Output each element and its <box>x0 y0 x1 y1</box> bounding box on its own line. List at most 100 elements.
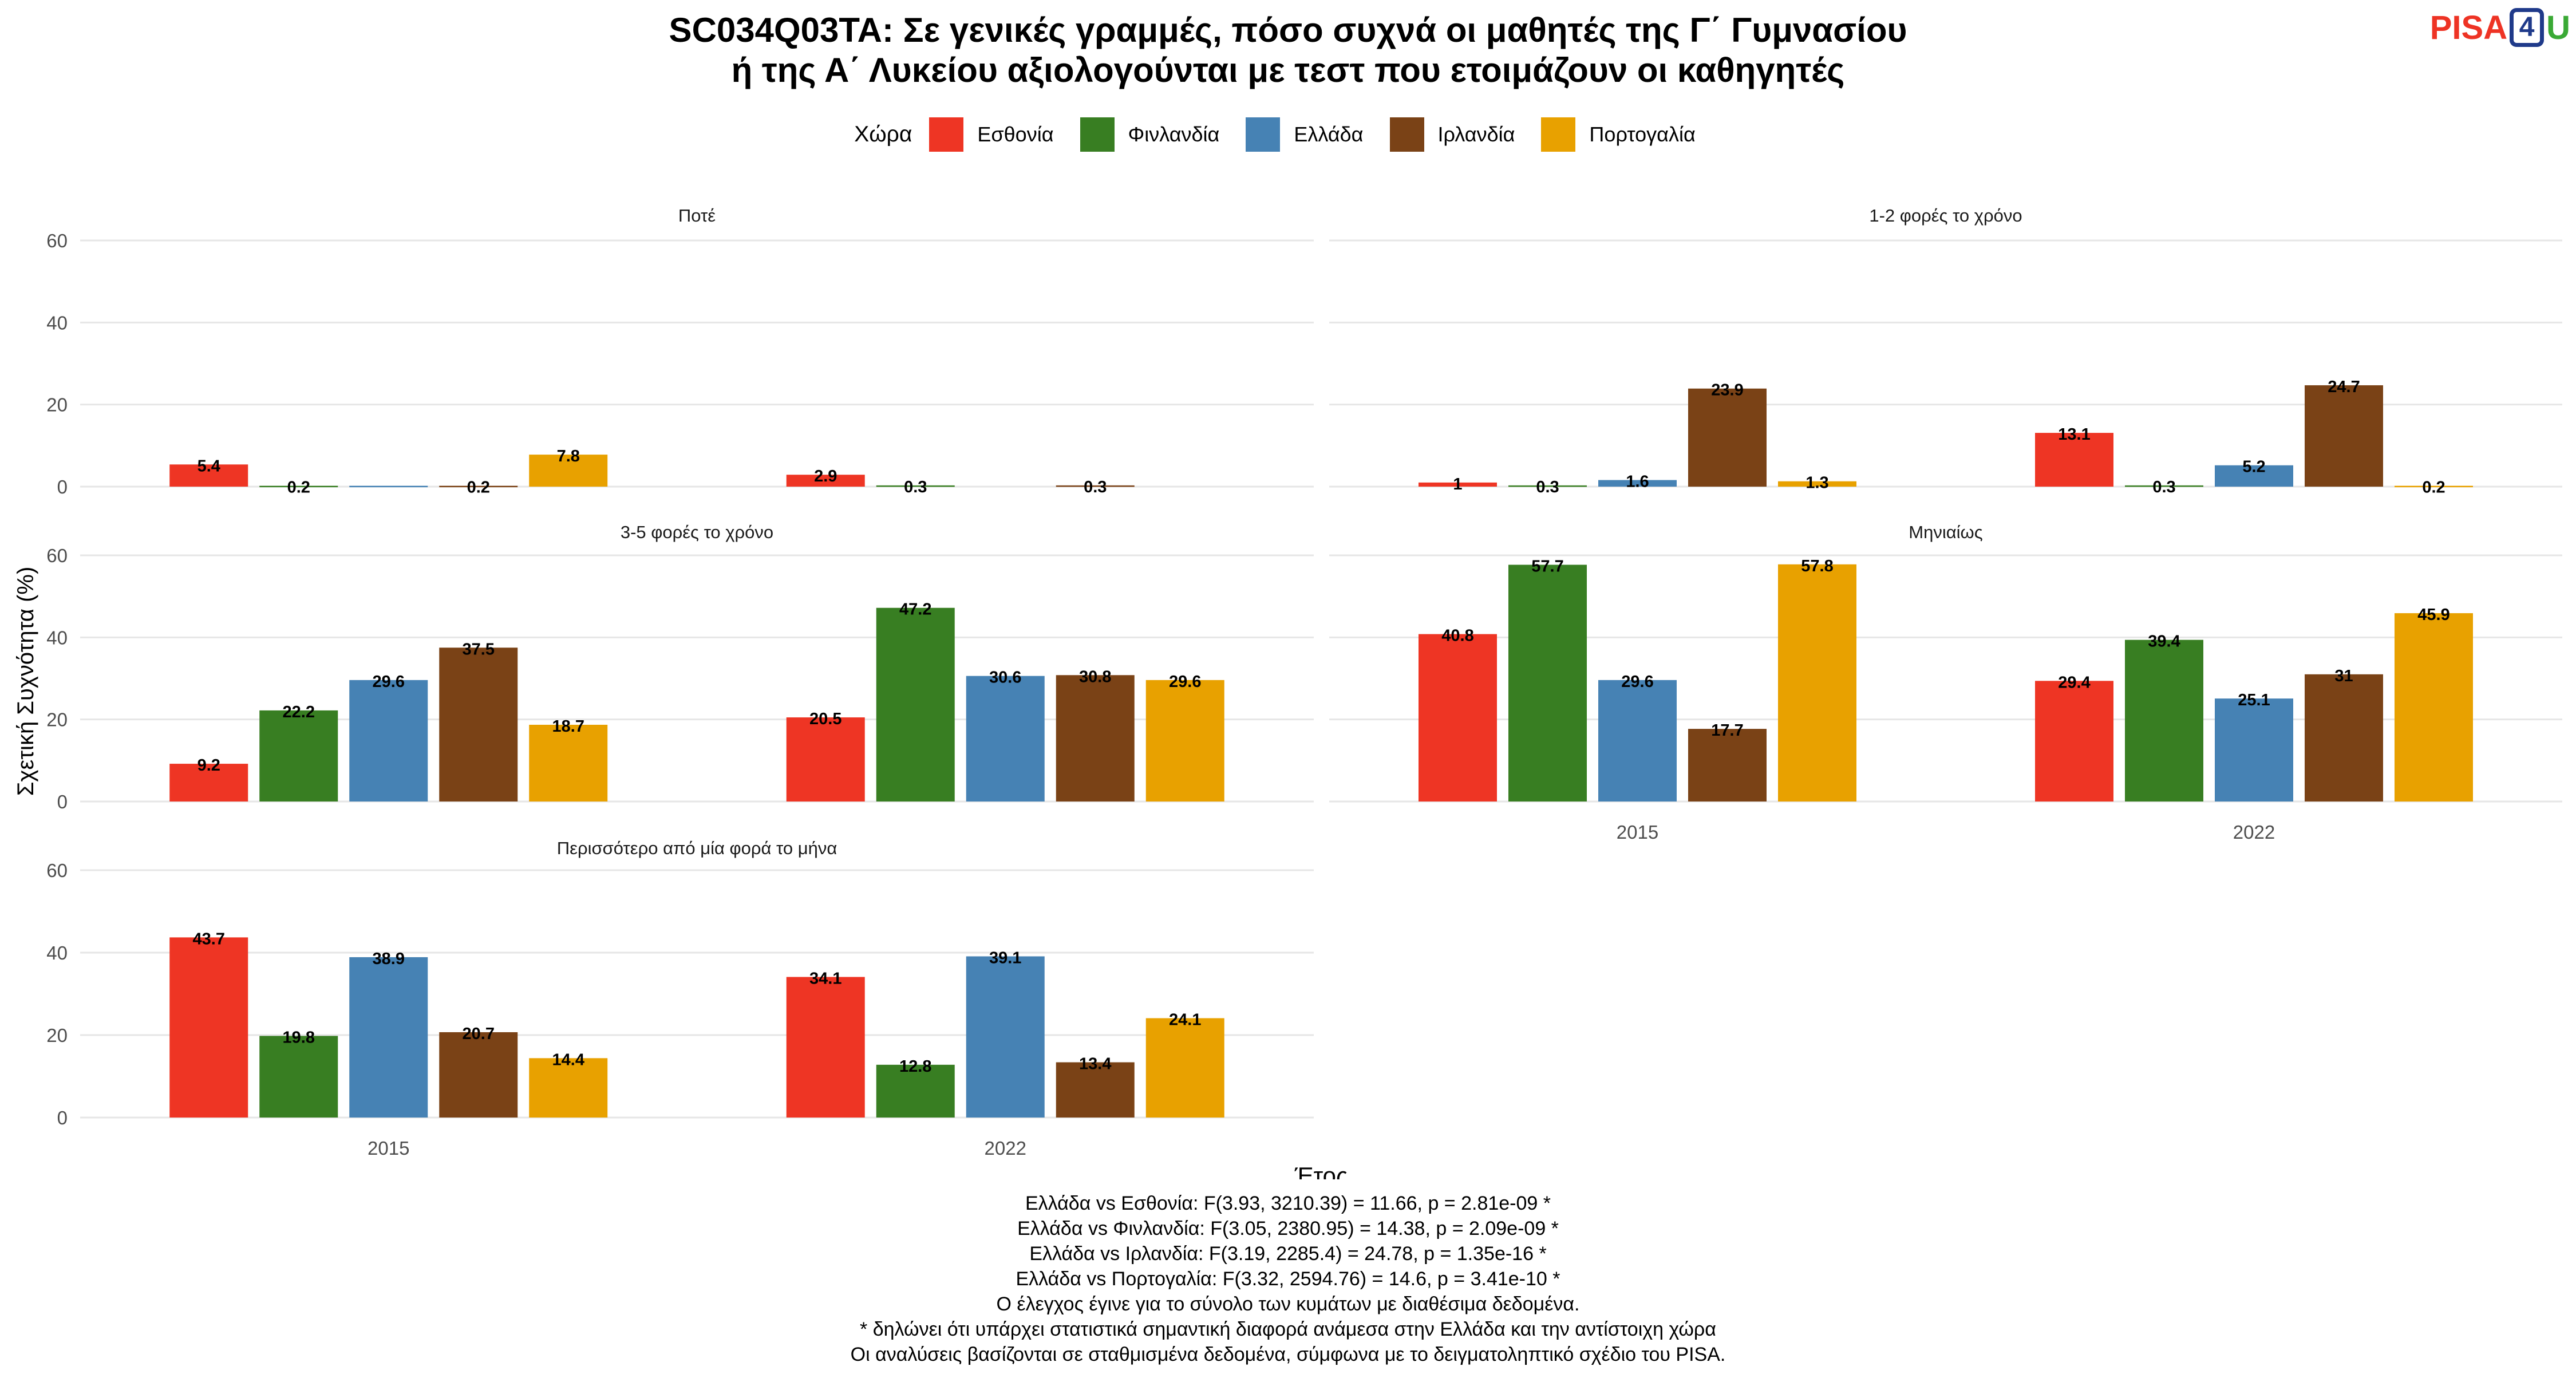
panel-title: 1-2 φορές το χρόνο <box>1869 206 2022 226</box>
bar <box>1145 1018 1224 1118</box>
bar-value-label: 1.6 <box>1626 473 1649 491</box>
bar-value-label: 24.7 <box>2328 378 2360 396</box>
bar <box>1688 388 1767 487</box>
legend-label: Ελλάδα <box>1294 123 1364 146</box>
bar <box>259 710 338 802</box>
bar <box>349 957 428 1118</box>
bar-value-label: 13.4 <box>1079 1055 1111 1073</box>
bar-value-label: 25.1 <box>2238 691 2270 709</box>
bar <box>2035 681 2113 802</box>
bar-value-label: 1.3 <box>1805 474 1828 492</box>
chart-title-line-1: SC034Q03TA: Σε γενικές γραμμές, πόσο συχ… <box>669 11 1907 49</box>
bar <box>2395 613 2473 802</box>
y-tick-label: 60 <box>46 230 68 251</box>
footer-line: Ελλάδα vs Εσθονία: F(3.93, 3210.39) = 11… <box>1025 1193 1551 1214</box>
bar <box>1056 675 1135 802</box>
y-tick-label: 0 <box>57 1107 68 1128</box>
bar-value-label: 29.6 <box>373 673 405 691</box>
x-tick-label: 2022 <box>2233 822 2275 843</box>
bar <box>169 937 248 1118</box>
bar <box>1688 729 1767 802</box>
bar-value-label: 20.5 <box>809 710 841 728</box>
faceted-bar-chart: Ποτέ 0 20 40 60 5.4 0.2 0.2 7.8 2.9 0.3 0.3 1-2 φορέ… <box>13 206 2562 1179</box>
bar-value-label: 9.2 <box>197 756 220 775</box>
legend-label: Ιρλανδία <box>1437 123 1515 146</box>
legend-swatch <box>1389 117 1424 152</box>
legend-item: Φινλανδία <box>1080 117 1219 152</box>
legend-item: Ελλάδα <box>1246 117 1364 152</box>
bar <box>1056 1062 1135 1118</box>
bar <box>2305 674 2383 802</box>
bar-value-label: 19.8 <box>283 1028 315 1047</box>
bar <box>2395 485 2473 488</box>
bar <box>439 1032 518 1118</box>
legend-item: Εσθονία <box>929 117 1054 152</box>
bar <box>2125 485 2203 487</box>
bar-value-label: 30.6 <box>989 669 1021 687</box>
bar-value-label: 5.4 <box>197 457 220 475</box>
bar-value-label: 13.1 <box>2058 425 2090 444</box>
y-tick-label: 40 <box>46 312 68 333</box>
bar <box>966 956 1045 1118</box>
panel-title: Μηνιαίως <box>1909 522 1982 542</box>
bar <box>169 464 248 487</box>
x-tick-label: 2015 <box>1617 822 1658 843</box>
bar <box>259 485 338 488</box>
bar <box>876 485 955 487</box>
bar <box>529 455 608 487</box>
bar <box>349 680 428 802</box>
footer-line: Ο έλεγχος έγινε για το σύνολο των κυμάτω… <box>996 1293 1580 1315</box>
logo-text-u: U <box>2546 9 2570 46</box>
bar-value-label: 30.8 <box>1079 668 1111 686</box>
panel-title: 3-5 φορές το χρόνο <box>621 522 773 542</box>
y-tick-label: 60 <box>46 545 68 566</box>
panel-title: Ποτέ <box>678 206 716 226</box>
bar-value-label: 29.4 <box>2058 673 2090 692</box>
bar-value-label: 29.6 <box>1169 673 1201 691</box>
legend-label: Εσθονία <box>977 123 1054 146</box>
bar <box>2215 698 2293 802</box>
bar-value-label: 45.9 <box>2417 606 2449 624</box>
legend-label: Πορτογαλία <box>1589 123 1696 146</box>
bar-value-label: 43.7 <box>193 930 225 948</box>
bar <box>349 485 428 488</box>
bar-value-label: 20.7 <box>463 1025 495 1043</box>
bar-value-label: 14.4 <box>552 1051 584 1069</box>
footer-notes: Ελλάδα vs Εσθονία: F(3.93, 3210.39) = 11… <box>0 1191 2576 1367</box>
y-tick-label: 20 <box>46 709 68 731</box>
bar-value-label: 39.4 <box>2148 633 2180 651</box>
y-tick-label: 20 <box>46 1025 68 1046</box>
x-tick-label: 2022 <box>985 1138 1026 1159</box>
legend-swatch <box>1541 117 1576 152</box>
bar-value-label: 18.7 <box>552 717 584 736</box>
bar-value-label: 24.1 <box>1169 1010 1201 1029</box>
bar-value-label: 47.2 <box>899 601 931 619</box>
legend-item: Ιρλανδία <box>1389 117 1515 152</box>
bar <box>2035 433 2113 487</box>
footer-line: Ελλάδα vs Ιρλανδία: F(3.19, 2285.4) = 24… <box>1029 1243 1547 1265</box>
bar-value-label: 0.2 <box>467 479 490 497</box>
x-tick-label: 2015 <box>368 1138 409 1159</box>
legend: Χώρα Εσθονία Φινλανδία Ελλάδα Ιρλανδία Πορτο… <box>0 117 2576 152</box>
bar <box>169 764 248 802</box>
footer-line: Ελλάδα vs Πορτογαλία: F(3.32, 2594.76) =… <box>1016 1268 1560 1290</box>
bar <box>1598 480 1677 487</box>
bar <box>786 977 865 1118</box>
bar-value-label: 7.8 <box>557 447 580 465</box>
bar-value-label: 0.3 <box>2152 478 2175 496</box>
legend-swatch <box>929 117 964 152</box>
bar-value-label: 57.8 <box>1801 557 1833 575</box>
bar <box>1778 564 1856 802</box>
bar-value-label: 34.1 <box>809 969 841 988</box>
bar-value-label: 39.1 <box>989 949 1021 967</box>
bar <box>876 1064 955 1118</box>
logo-text-4: 4 <box>2510 8 2545 47</box>
bar <box>439 485 518 488</box>
bar <box>1778 481 1856 487</box>
legend-title: Χώρα <box>854 122 912 147</box>
legend-swatch <box>1080 117 1115 152</box>
footer-line: * δηλώνει ότι υπάρχει στατιστικά σημαντι… <box>860 1318 1716 1340</box>
y-tick-label: 0 <box>57 476 68 498</box>
legend-item: Πορτογαλία <box>1541 117 1696 152</box>
y-tick-label: 20 <box>46 394 68 416</box>
